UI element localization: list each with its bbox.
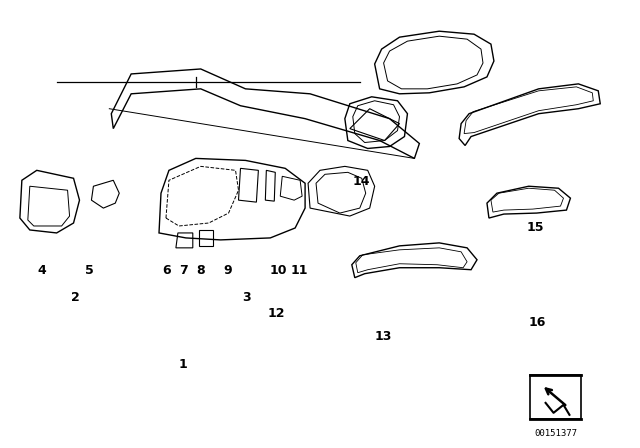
Text: 1: 1 [179,358,188,371]
Text: 12: 12 [268,307,285,320]
Text: 5: 5 [85,264,94,277]
Text: 3: 3 [243,291,251,304]
Text: 7: 7 [179,264,188,277]
Text: 4: 4 [37,264,46,277]
Text: 15: 15 [526,221,544,234]
Text: 13: 13 [375,330,392,343]
Text: 10: 10 [270,264,287,277]
Text: 6: 6 [162,264,170,277]
Text: 16: 16 [529,316,546,329]
Text: 8: 8 [196,264,205,277]
Text: 00151377: 00151377 [534,429,577,438]
Bar [530,375,581,419]
Text: 11: 11 [291,264,308,277]
Text: 14: 14 [353,175,370,188]
Text: 9: 9 [223,264,232,277]
Text: 2: 2 [71,291,79,304]
